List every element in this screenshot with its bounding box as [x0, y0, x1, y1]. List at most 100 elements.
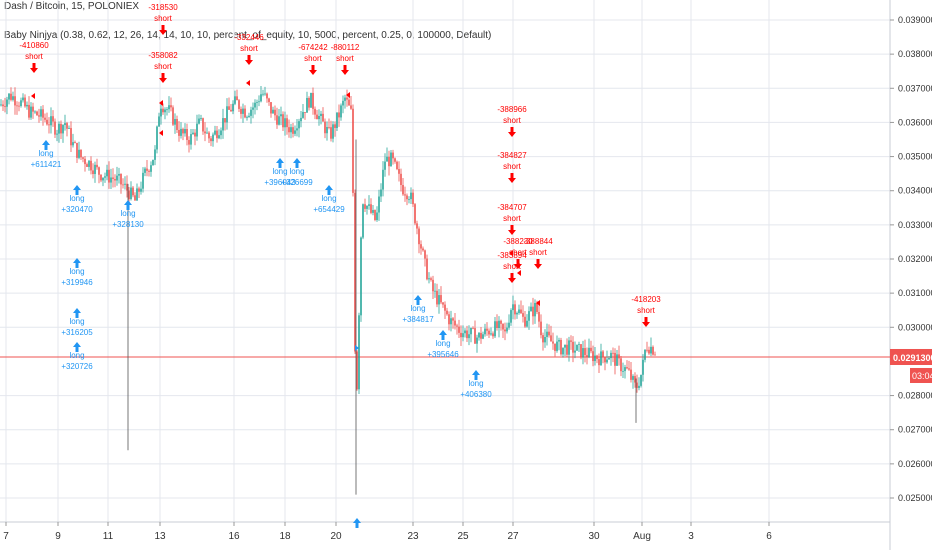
candle-body: [370, 204, 372, 213]
candle-body: [54, 121, 56, 135]
candle-body: [546, 331, 548, 338]
countdown-badge: [910, 367, 932, 383]
long-signal-label: long: [468, 379, 483, 388]
candle-body: [404, 194, 406, 196]
candle-body: [554, 343, 556, 351]
long-signal-arrow[interactable]: [124, 200, 132, 210]
candle-body: [434, 290, 436, 292]
short-signal-arrow[interactable]: [508, 173, 516, 183]
candle-body: [84, 158, 86, 165]
candle-body: [340, 105, 342, 118]
candle-body: [544, 337, 546, 343]
long-signal-arrow[interactable]: [42, 140, 50, 150]
short-signal-arrow[interactable]: [514, 259, 522, 269]
candle-body: [466, 330, 468, 339]
candle-body: [78, 149, 80, 158]
short-signal-arrow[interactable]: [508, 127, 516, 137]
candle-body: [26, 104, 28, 107]
candle-body: [526, 320, 528, 327]
long-signal-arrow[interactable]: [353, 518, 361, 528]
candle-body: [126, 183, 128, 191]
candle-body: [508, 322, 510, 328]
long-signal-arrow[interactable]: [293, 158, 301, 168]
candle-body: [550, 335, 552, 342]
short-signal-arrow[interactable]: [508, 273, 516, 283]
candle-body: [150, 165, 152, 172]
candle-body: [590, 347, 592, 352]
short-signal-arrow[interactable]: [309, 65, 317, 75]
candle-body: [202, 118, 204, 132]
candle-body: [142, 172, 144, 189]
long-signal-value: +326699: [281, 178, 313, 187]
exit-flag: [159, 130, 163, 136]
candle-body: [224, 118, 226, 123]
short-signal-arrow[interactable]: [245, 55, 253, 65]
candle-body: [322, 113, 324, 122]
candle-body: [636, 382, 638, 388]
candle-body: [22, 97, 24, 101]
candle-body: [32, 106, 34, 112]
candle-body: [400, 173, 402, 186]
candle-body: [276, 115, 278, 125]
candle-body: [208, 132, 210, 139]
candle-body: [538, 311, 540, 322]
long-signal-arrow[interactable]: [73, 308, 81, 318]
candle-body: [532, 306, 534, 317]
long-signal-arrow[interactable]: [439, 330, 447, 340]
candle-body: [502, 323, 504, 330]
candle-body: [40, 109, 42, 117]
candle-body: [174, 118, 176, 125]
candle-body: [592, 351, 594, 362]
short-signal-label: short: [154, 62, 173, 71]
countdown-value: 03:04: [912, 371, 932, 381]
candle-body: [314, 108, 316, 115]
candle-body: [210, 138, 212, 142]
exit-flag: [31, 93, 35, 99]
long-signal-label: long: [120, 209, 135, 218]
y-tick-label: 0.03600000: [898, 117, 932, 127]
candle-body: [464, 330, 466, 334]
candle-body: [20, 100, 22, 107]
candle-body: [482, 334, 484, 339]
candle-body: [154, 149, 156, 160]
long-signal-arrow[interactable]: [73, 185, 81, 195]
candle-body: [334, 124, 336, 128]
long-signal-arrow[interactable]: [472, 370, 480, 380]
long-signal-arrow[interactable]: [325, 185, 333, 195]
candle-body: [124, 183, 126, 185]
long-signal-arrow[interactable]: [73, 258, 81, 268]
indicator-legend[interactable]: Baby Ninjya (0.38, 0.62, 12, 26, 14, 14,…: [4, 30, 492, 41]
short-signal-arrow[interactable]: [534, 259, 542, 269]
candle-body: [618, 354, 620, 359]
candle-body: [100, 174, 102, 181]
candle-body: [504, 329, 506, 332]
candle-body: [2, 104, 4, 107]
candle-body: [646, 349, 648, 351]
candle-body: [570, 340, 572, 342]
short-signal-arrow[interactable]: [341, 65, 349, 75]
long-signal-arrow[interactable]: [276, 158, 284, 168]
candle-body: [238, 100, 240, 109]
long-signal-arrow[interactable]: [73, 342, 81, 352]
short-signal-arrow[interactable]: [30, 63, 38, 73]
candle-body: [76, 142, 78, 158]
long-signal-arrow[interactable]: [414, 295, 422, 305]
candle-body: [652, 346, 654, 355]
short-signal-arrow[interactable]: [508, 225, 516, 235]
short-signal-label: short: [304, 54, 323, 63]
candle-body: [524, 316, 526, 327]
short-signal-arrow[interactable]: [642, 317, 650, 327]
candle-body: [288, 127, 290, 133]
candle-body: [172, 107, 174, 125]
candle-body: [86, 164, 88, 167]
candle-body: [246, 116, 248, 118]
candle-body: [654, 354, 656, 356]
short-signal-arrow[interactable]: [159, 25, 167, 35]
candle-body: [604, 357, 606, 363]
long-signal-label: long: [321, 194, 336, 203]
candle-body: [262, 93, 264, 95]
candle-body: [632, 376, 634, 380]
short-signal-arrow[interactable]: [159, 73, 167, 83]
candle-body: [36, 111, 38, 116]
